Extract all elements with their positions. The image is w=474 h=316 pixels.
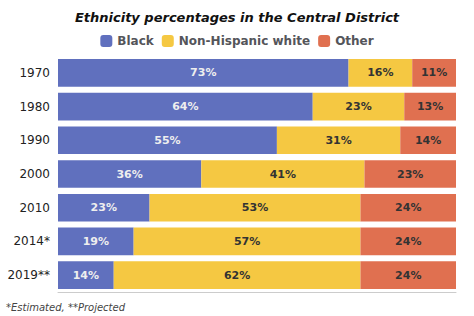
svg-text:13%: 13% [417, 100, 443, 113]
svg-text:14%: 14% [415, 134, 441, 147]
svg-text:73%: 73% [190, 66, 216, 79]
svg-text:1980: 1980 [19, 100, 50, 114]
svg-text:55%: 55% [154, 134, 180, 147]
svg-text:24%: 24% [395, 235, 421, 248]
svg-text:41%: 41% [270, 168, 296, 181]
svg-text:62%: 62% [224, 269, 250, 282]
svg-text:16%: 16% [367, 66, 393, 79]
svg-text:Ethnicity percentages in the C: Ethnicity percentages in the Central Dis… [75, 10, 400, 25]
svg-text:Other: Other [335, 34, 374, 48]
svg-text:19%: 19% [83, 235, 109, 248]
svg-text:31%: 31% [325, 134, 351, 147]
svg-text:Black: Black [117, 34, 154, 48]
svg-text:14%: 14% [73, 269, 99, 282]
svg-text:24%: 24% [395, 201, 421, 214]
svg-text:36%: 36% [116, 168, 142, 181]
svg-text:*Estimated, **Projected: *Estimated, **Projected [6, 302, 126, 313]
svg-text:57%: 57% [234, 235, 260, 248]
svg-text:11%: 11% [421, 66, 447, 79]
svg-text:23%: 23% [345, 100, 371, 113]
svg-text:1970: 1970 [19, 66, 50, 80]
svg-text:1990: 1990 [19, 133, 50, 147]
svg-text:64%: 64% [172, 100, 198, 113]
svg-text:2000: 2000 [19, 167, 50, 181]
svg-text:2019**: 2019** [7, 268, 50, 282]
svg-text:24%: 24% [395, 269, 421, 282]
svg-text:2014*: 2014* [13, 234, 50, 248]
svg-text:Non-Hispanic white: Non-Hispanic white [179, 34, 310, 48]
svg-text:2010: 2010 [19, 201, 50, 215]
svg-text:23%: 23% [91, 201, 117, 214]
svg-text:23%: 23% [397, 168, 423, 181]
svg-text:53%: 53% [242, 201, 268, 214]
